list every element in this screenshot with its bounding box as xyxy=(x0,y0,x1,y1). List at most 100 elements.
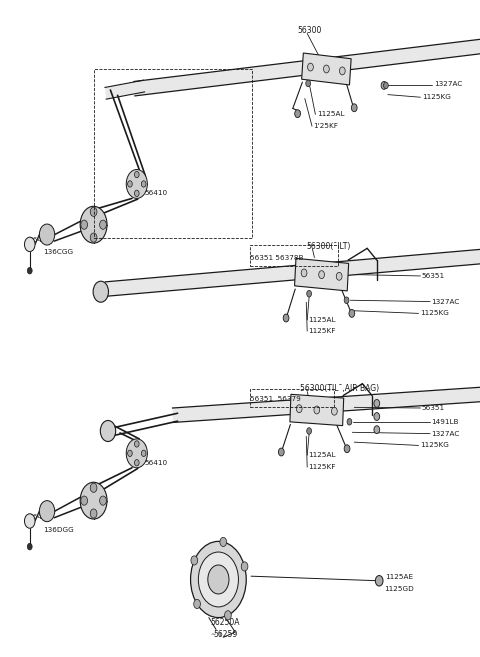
Text: 1125KF: 1125KF xyxy=(309,328,336,334)
Circle shape xyxy=(375,576,383,586)
Circle shape xyxy=(349,309,355,317)
Circle shape xyxy=(134,459,139,466)
Circle shape xyxy=(81,220,87,229)
Circle shape xyxy=(295,110,300,118)
Text: 1327AC: 1327AC xyxy=(434,81,463,87)
Circle shape xyxy=(384,82,388,89)
Circle shape xyxy=(374,399,380,407)
Circle shape xyxy=(100,420,116,442)
Circle shape xyxy=(128,450,132,457)
Text: 1125KG: 1125KG xyxy=(422,94,451,101)
Circle shape xyxy=(27,267,32,274)
Circle shape xyxy=(319,271,324,279)
Circle shape xyxy=(81,496,87,505)
Circle shape xyxy=(308,63,313,71)
Bar xyxy=(301,53,351,85)
Circle shape xyxy=(90,509,97,518)
Bar xyxy=(250,389,334,407)
Circle shape xyxy=(134,441,139,447)
Circle shape xyxy=(339,67,345,75)
Circle shape xyxy=(90,207,97,216)
Circle shape xyxy=(347,419,352,425)
Text: 1125KG: 1125KG xyxy=(420,310,449,317)
Polygon shape xyxy=(134,39,480,96)
Circle shape xyxy=(24,514,35,528)
Circle shape xyxy=(374,413,380,420)
Circle shape xyxy=(80,206,107,243)
Circle shape xyxy=(225,611,231,620)
Text: 56351: 56351 xyxy=(422,405,445,411)
Circle shape xyxy=(344,445,350,453)
Circle shape xyxy=(332,407,337,415)
Circle shape xyxy=(134,190,139,196)
Polygon shape xyxy=(105,80,144,99)
Text: 56250A: 56250A xyxy=(210,618,240,627)
Text: 1'25KF: 1'25KF xyxy=(313,123,338,129)
Text: 1125AL: 1125AL xyxy=(309,317,336,323)
Circle shape xyxy=(307,290,312,297)
Circle shape xyxy=(134,171,139,178)
Circle shape xyxy=(283,314,289,322)
Circle shape xyxy=(126,439,147,468)
Text: 56351 56378B: 56351 56378B xyxy=(250,255,303,261)
Text: 1125AL: 1125AL xyxy=(317,111,344,118)
Circle shape xyxy=(301,269,307,277)
Text: 56410: 56410 xyxy=(144,190,167,196)
Text: 1491LB: 1491LB xyxy=(432,419,459,425)
Circle shape xyxy=(307,428,312,434)
Text: 56259: 56259 xyxy=(214,630,238,639)
Text: 1327AC: 1327AC xyxy=(432,430,460,437)
Circle shape xyxy=(324,65,329,73)
Circle shape xyxy=(27,543,32,550)
Circle shape xyxy=(100,496,107,505)
Text: 56351  56379: 56351 56379 xyxy=(250,396,300,402)
Text: $\sim$ ): $\sim$ ) xyxy=(209,630,222,639)
Text: 56415: 56415 xyxy=(29,514,52,520)
Circle shape xyxy=(90,233,97,242)
Circle shape xyxy=(126,170,147,198)
Text: 56410: 56410 xyxy=(144,459,167,466)
Circle shape xyxy=(100,220,107,229)
Bar xyxy=(295,258,348,291)
Text: 136CGG: 136CGG xyxy=(43,249,73,256)
Polygon shape xyxy=(105,249,480,296)
Circle shape xyxy=(24,237,35,252)
Text: 56351: 56351 xyxy=(422,273,445,279)
Circle shape xyxy=(194,599,201,608)
Text: 1125AE: 1125AE xyxy=(385,574,413,580)
Circle shape xyxy=(241,562,248,571)
Circle shape xyxy=(351,104,357,112)
Circle shape xyxy=(39,501,55,522)
Circle shape xyxy=(278,448,284,456)
Circle shape xyxy=(191,541,246,618)
Bar xyxy=(290,394,344,426)
Circle shape xyxy=(191,556,198,565)
Polygon shape xyxy=(172,387,480,422)
Circle shape xyxy=(296,405,302,413)
Circle shape xyxy=(306,80,311,87)
Circle shape xyxy=(93,281,108,302)
Circle shape xyxy=(39,224,55,245)
Text: 56300(¯ILT): 56300(¯ILT) xyxy=(306,242,350,251)
Text: 1327AC: 1327AC xyxy=(432,298,460,305)
Circle shape xyxy=(80,482,107,519)
Text: 1125AL: 1125AL xyxy=(309,452,336,459)
Circle shape xyxy=(141,181,146,187)
Circle shape xyxy=(374,426,380,434)
Bar xyxy=(94,69,252,238)
Circle shape xyxy=(314,406,320,414)
Circle shape xyxy=(141,450,146,457)
Circle shape xyxy=(381,81,387,89)
Text: 56300: 56300 xyxy=(298,26,322,35)
Text: 1125GD: 1125GD xyxy=(384,585,414,592)
Circle shape xyxy=(336,273,342,281)
Circle shape xyxy=(128,181,132,187)
Text: 1125KG: 1125KG xyxy=(420,442,449,449)
Text: 136DGG: 136DGG xyxy=(43,526,74,533)
Circle shape xyxy=(220,537,227,547)
Text: 56300(TIL¯,AIR BAG): 56300(TIL¯,AIR BAG) xyxy=(300,384,379,394)
Circle shape xyxy=(198,552,239,607)
Circle shape xyxy=(344,297,349,304)
Text: 1125KF: 1125KF xyxy=(309,464,336,470)
Circle shape xyxy=(90,483,97,492)
